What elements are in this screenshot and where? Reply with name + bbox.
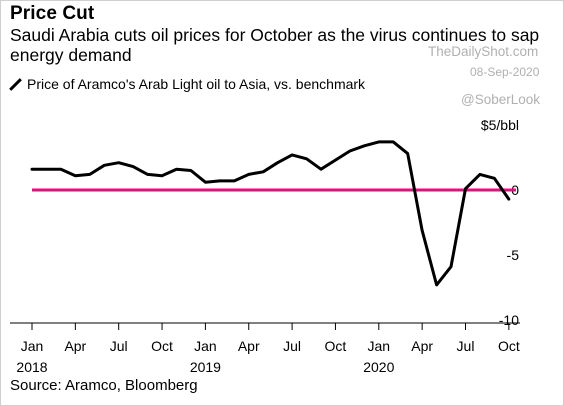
y-tick-label: -10 bbox=[499, 312, 519, 328]
source-note: Source: Aramco, Bloomberg bbox=[10, 377, 198, 394]
x-tick-label: Jan bbox=[21, 338, 44, 354]
x-tick-year-label: 2019 bbox=[190, 359, 221, 375]
x-tick-label: Apr bbox=[411, 338, 433, 354]
x-tick-label: Oct bbox=[151, 338, 173, 354]
watermark-site: TheDailyShot.com bbox=[428, 44, 539, 59]
x-tick-label: Oct bbox=[325, 338, 347, 354]
series-line bbox=[30, 140, 511, 287]
x-tick-label: Jan bbox=[368, 338, 391, 354]
y-tick-label: $5/bbl bbox=[481, 117, 519, 133]
chart-subtitle: Saudi Arabia cuts oil prices for October… bbox=[10, 25, 540, 65]
watermark-handle: @SoberLook bbox=[461, 92, 541, 107]
y-tick-label: -5 bbox=[507, 247, 520, 263]
x-tick-year-label: 2020 bbox=[363, 359, 394, 375]
watermark-date: 08-Sep-2020 bbox=[470, 65, 540, 79]
x-tick-year-label: 2018 bbox=[16, 359, 47, 375]
legend: Price of Aramco's Arab Light oil to Asia… bbox=[9, 76, 366, 92]
x-tick-label: Oct bbox=[498, 338, 520, 354]
x-tick-label: Jan bbox=[194, 338, 217, 354]
legend-label: Price of Aramco's Arab Light oil to Asia… bbox=[27, 76, 366, 92]
x-tick-label: Jul bbox=[110, 338, 128, 354]
x-tick-label: Apr bbox=[64, 338, 86, 354]
x-tick-label: Jul bbox=[457, 338, 475, 354]
x-tick-label: Jul bbox=[283, 338, 301, 354]
chart-title: Price Cut bbox=[10, 3, 95, 24]
x-tick-label: Apr bbox=[238, 338, 260, 354]
